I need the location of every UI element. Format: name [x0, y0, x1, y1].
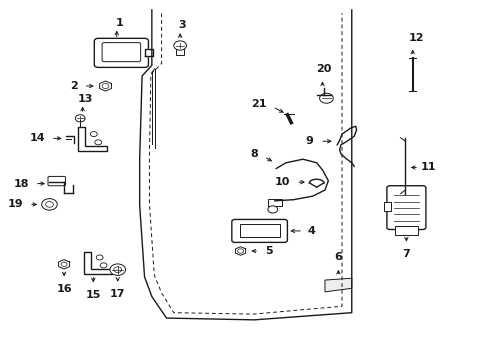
- Circle shape: [96, 255, 103, 260]
- Text: 3: 3: [179, 21, 186, 31]
- Text: 21: 21: [251, 99, 266, 109]
- Text: 9: 9: [305, 136, 313, 146]
- Bar: [383, 202, 390, 211]
- Circle shape: [319, 93, 332, 103]
- Text: 12: 12: [408, 33, 424, 43]
- Text: 6: 6: [334, 252, 342, 262]
- Bar: [176, 47, 183, 55]
- Circle shape: [102, 84, 109, 89]
- Circle shape: [114, 267, 122, 273]
- Polygon shape: [144, 49, 153, 57]
- Text: 20: 20: [315, 64, 330, 74]
- Circle shape: [61, 262, 67, 266]
- FancyBboxPatch shape: [94, 39, 148, 67]
- Polygon shape: [78, 127, 107, 151]
- Circle shape: [110, 264, 125, 275]
- Bar: [394, 226, 417, 234]
- Circle shape: [100, 263, 107, 268]
- Text: 18: 18: [14, 179, 29, 189]
- Circle shape: [267, 206, 277, 213]
- Circle shape: [237, 249, 243, 253]
- FancyBboxPatch shape: [386, 186, 425, 229]
- Circle shape: [45, 202, 53, 207]
- Text: 17: 17: [110, 289, 125, 299]
- Text: 14: 14: [29, 134, 45, 143]
- Circle shape: [95, 140, 102, 145]
- Polygon shape: [235, 247, 245, 255]
- Text: 8: 8: [250, 149, 258, 159]
- Text: 7: 7: [402, 249, 409, 259]
- Circle shape: [90, 132, 97, 136]
- Polygon shape: [83, 252, 112, 274]
- FancyBboxPatch shape: [231, 220, 287, 242]
- Polygon shape: [100, 81, 111, 91]
- Text: 11: 11: [420, 162, 436, 172]
- Circle shape: [173, 41, 186, 50]
- Text: 19: 19: [7, 199, 23, 210]
- Text: 2: 2: [70, 81, 78, 91]
- Text: 5: 5: [264, 246, 272, 256]
- Text: 4: 4: [307, 226, 315, 236]
- Circle shape: [75, 115, 85, 122]
- Text: 1: 1: [115, 18, 123, 28]
- FancyBboxPatch shape: [102, 42, 141, 62]
- FancyBboxPatch shape: [48, 176, 65, 186]
- Text: 10: 10: [274, 177, 290, 187]
- Text: 16: 16: [56, 284, 72, 294]
- Polygon shape: [325, 278, 351, 292]
- Text: 13: 13: [77, 94, 93, 104]
- Circle shape: [41, 199, 57, 210]
- Bar: [267, 199, 281, 206]
- Text: 15: 15: [85, 290, 101, 300]
- Polygon shape: [59, 260, 69, 269]
- Bar: [239, 225, 279, 237]
